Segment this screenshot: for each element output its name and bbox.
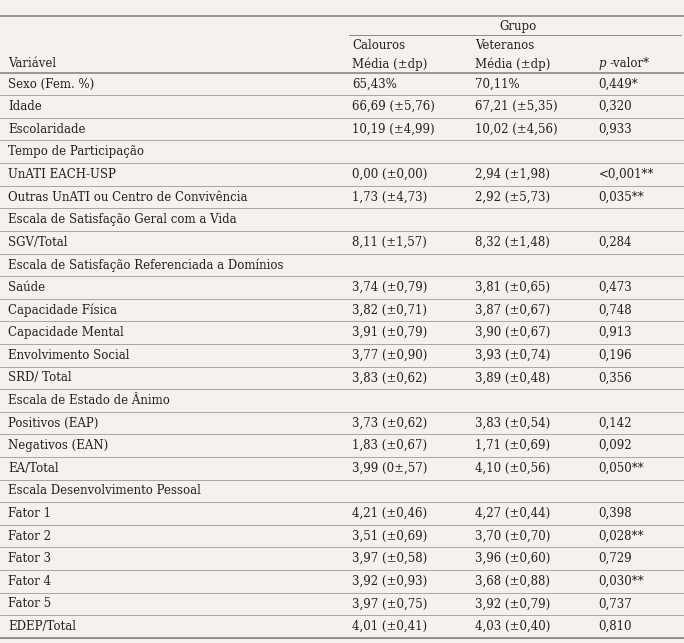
Text: 3,97 (±0,75): 3,97 (±0,75) (352, 597, 428, 610)
Text: 0,050**: 0,050** (598, 462, 644, 475)
Text: Capacidade Mental: Capacidade Mental (8, 326, 124, 339)
Text: 1,71 (±0,69): 1,71 (±0,69) (475, 439, 551, 452)
Text: <0,001**: <0,001** (598, 168, 654, 181)
Text: 65,43%: 65,43% (352, 77, 397, 91)
Text: 8,32 (±1,48): 8,32 (±1,48) (475, 236, 550, 249)
Text: Fator 5: Fator 5 (8, 597, 51, 610)
Text: Escala de Satisfação Geral com a Vida: Escala de Satisfação Geral com a Vida (8, 213, 237, 226)
Text: p: p (598, 57, 606, 71)
Text: 3,81 (±0,65): 3,81 (±0,65) (475, 281, 551, 294)
Text: 3,91 (±0,79): 3,91 (±0,79) (352, 326, 428, 339)
Text: Idade: Idade (8, 100, 42, 113)
Text: 67,21 (±5,35): 67,21 (±5,35) (475, 100, 558, 113)
Text: 1,73 (±4,73): 1,73 (±4,73) (352, 190, 428, 203)
Text: 2,94 (±1,98): 2,94 (±1,98) (475, 168, 551, 181)
Text: 3,90 (±0,67): 3,90 (±0,67) (475, 326, 551, 339)
Text: Fator 1: Fator 1 (8, 507, 51, 520)
Text: 0,933: 0,933 (598, 123, 632, 136)
Text: 0,030**: 0,030** (598, 575, 644, 588)
Text: 0,142: 0,142 (598, 417, 632, 430)
Text: Fator 2: Fator 2 (8, 530, 51, 543)
Text: 3,97 (±0,58): 3,97 (±0,58) (352, 552, 428, 565)
Text: 0,00 (±0,00): 0,00 (±0,00) (352, 168, 428, 181)
Text: 0,320: 0,320 (598, 100, 632, 113)
Text: 3,82 (±0,71): 3,82 (±0,71) (352, 303, 428, 316)
Text: 0,284: 0,284 (598, 236, 632, 249)
Text: Escolaridade: Escolaridade (8, 123, 86, 136)
Text: 0,913: 0,913 (598, 326, 632, 339)
Text: Média (±dp): Média (±dp) (475, 57, 551, 71)
Text: 3,51 (±0,69): 3,51 (±0,69) (352, 530, 428, 543)
Text: 10,19 (±4,99): 10,19 (±4,99) (352, 123, 435, 136)
Text: 8,11 (±1,57): 8,11 (±1,57) (352, 236, 427, 249)
Text: 3,77 (±0,90): 3,77 (±0,90) (352, 349, 428, 362)
Text: Média (±dp): Média (±dp) (352, 57, 428, 71)
Text: Envolvimento Social: Envolvimento Social (8, 349, 130, 362)
Text: 0,810: 0,810 (598, 620, 632, 633)
Text: 3,68 (±0,88): 3,68 (±0,88) (475, 575, 551, 588)
Text: Capacidade Física: Capacidade Física (8, 303, 117, 317)
Text: 4,01 (±0,41): 4,01 (±0,41) (352, 620, 428, 633)
Text: 0,035**: 0,035** (598, 190, 644, 203)
Text: UnATI EACH-USP: UnATI EACH-USP (8, 168, 116, 181)
Text: Saúde: Saúde (8, 281, 45, 294)
Text: 3,89 (±0,48): 3,89 (±0,48) (475, 372, 551, 385)
Text: 0,028**: 0,028** (598, 530, 644, 543)
Text: 70,11%: 70,11% (475, 77, 520, 91)
Text: 0,748: 0,748 (598, 303, 632, 316)
Text: 3,99 (0±,57): 3,99 (0±,57) (352, 462, 428, 475)
Text: 10,02 (±4,56): 10,02 (±4,56) (475, 123, 558, 136)
Text: 0,473: 0,473 (598, 281, 632, 294)
Text: 3,70 (±0,70): 3,70 (±0,70) (475, 530, 551, 543)
Text: 3,74 (±0,79): 3,74 (±0,79) (352, 281, 428, 294)
Text: Variável: Variável (8, 57, 56, 71)
Text: 3,93 (±0,74): 3,93 (±0,74) (475, 349, 551, 362)
Text: 1,83 (±0,67): 1,83 (±0,67) (352, 439, 428, 452)
Text: Fator 3: Fator 3 (8, 552, 51, 565)
Text: Outras UnATI ou Centro de Convivência: Outras UnATI ou Centro de Convivência (8, 190, 248, 203)
Text: Sexo (Fem. %): Sexo (Fem. %) (8, 77, 94, 91)
Text: Grupo: Grupo (499, 20, 537, 33)
Text: 0,092: 0,092 (598, 439, 632, 452)
Text: 66,69 (±5,76): 66,69 (±5,76) (352, 100, 435, 113)
Text: Escala Desenvolvimento Pessoal: Escala Desenvolvimento Pessoal (8, 484, 201, 498)
Text: 3,92 (±0,79): 3,92 (±0,79) (475, 597, 551, 610)
Text: 0,196: 0,196 (598, 349, 632, 362)
Text: 0,356: 0,356 (598, 372, 632, 385)
Text: 4,03 (±0,40): 4,03 (±0,40) (475, 620, 551, 633)
Text: 4,21 (±0,46): 4,21 (±0,46) (352, 507, 428, 520)
Text: SRD/ Total: SRD/ Total (8, 372, 72, 385)
Text: Escala de Satisfação Referenciada a Domínios: Escala de Satisfação Referenciada a Domí… (8, 258, 284, 271)
Text: 0,398: 0,398 (598, 507, 632, 520)
Text: 3,92 (±0,93): 3,92 (±0,93) (352, 575, 428, 588)
Text: Tempo de Participação: Tempo de Participação (8, 145, 144, 158)
Text: 4,27 (±0,44): 4,27 (±0,44) (475, 507, 551, 520)
Text: 0,449*: 0,449* (598, 77, 638, 91)
Text: 3,83 (±0,62): 3,83 (±0,62) (352, 372, 428, 385)
Text: 3,83 (±0,54): 3,83 (±0,54) (475, 417, 551, 430)
Text: Negativos (EAN): Negativos (EAN) (8, 439, 109, 452)
Text: 4,10 (±0,56): 4,10 (±0,56) (475, 462, 551, 475)
Text: 3,87 (±0,67): 3,87 (±0,67) (475, 303, 551, 316)
Text: EDEP/Total: EDEP/Total (8, 620, 76, 633)
Text: -valor*: -valor* (609, 57, 650, 71)
Text: 3,96 (±0,60): 3,96 (±0,60) (475, 552, 551, 565)
Text: 2,92 (±5,73): 2,92 (±5,73) (475, 190, 551, 203)
Text: 3,73 (±0,62): 3,73 (±0,62) (352, 417, 428, 430)
Text: 0,729: 0,729 (598, 552, 632, 565)
Text: Calouros: Calouros (352, 39, 406, 52)
Text: Veteranos: Veteranos (475, 39, 535, 52)
Text: Positivos (EAP): Positivos (EAP) (8, 417, 98, 430)
Text: 0,737: 0,737 (598, 597, 632, 610)
Text: Escala de Estado de Ânimo: Escala de Estado de Ânimo (8, 394, 170, 407)
Text: SGV/Total: SGV/Total (8, 236, 68, 249)
Text: EA/Total: EA/Total (8, 462, 59, 475)
Text: Fator 4: Fator 4 (8, 575, 51, 588)
